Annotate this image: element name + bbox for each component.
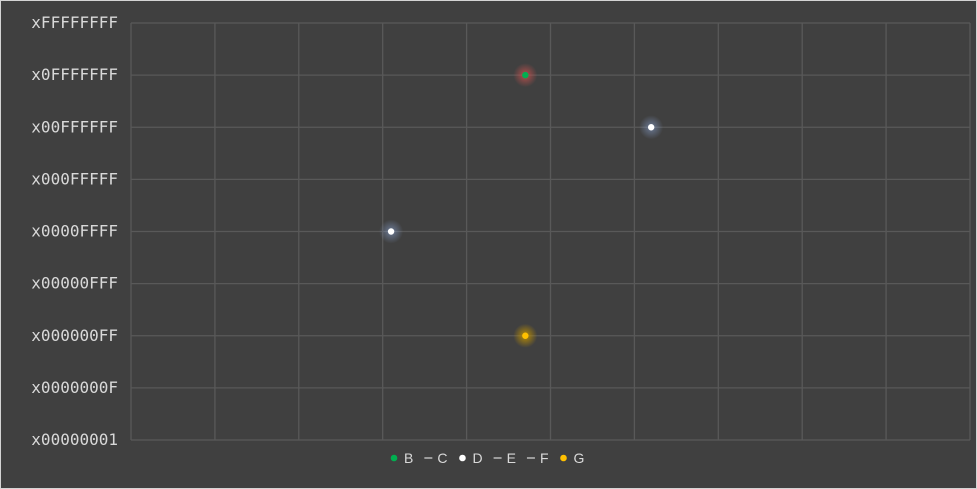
legend: B C D E F G	[390, 450, 584, 466]
data-point-d	[379, 219, 404, 244]
legend-item-e[interactable]: E	[493, 450, 516, 466]
legend-label: F	[540, 450, 549, 466]
data-point-g	[513, 323, 538, 348]
y-tick-label: x000000FF	[31, 326, 118, 345]
y-axis-tick-labels: x00000001 x0000000F x000000FF x00000FFF x000…	[31, 13, 118, 449]
data-point-d	[639, 115, 664, 140]
legend-marker-dot	[560, 454, 567, 462]
legend-label: G	[574, 450, 585, 466]
y-tick-label: x0000000F	[31, 378, 118, 397]
legend-item-g[interactable]: G	[560, 450, 584, 466]
point-marker	[647, 124, 655, 131]
legend-label: D	[472, 450, 482, 466]
legend-marker-dot	[390, 454, 398, 462]
y-tick-label: x0000FFFF	[31, 222, 118, 241]
legend-item-c[interactable]: C	[424, 450, 447, 466]
y-tick-label: x00FFFFFF	[31, 117, 118, 136]
legend-item-d[interactable]: D	[459, 450, 483, 466]
point-marker	[522, 71, 529, 79]
point-marker	[387, 228, 395, 235]
data-points	[379, 63, 664, 348]
grid	[130, 22, 971, 441]
legend-marker-dot	[459, 454, 466, 462]
y-tick-label: x00000FFF	[31, 274, 118, 293]
y-tick-label: x0FFFFFFF	[31, 65, 118, 84]
legend-label: C	[437, 450, 447, 466]
point-marker	[522, 332, 529, 339]
y-tick-label: x000FFFFF	[31, 169, 118, 188]
legend-item-f[interactable]: F	[526, 450, 549, 466]
y-tick-label: x00000001	[31, 430, 118, 449]
legend-item-b[interactable]: B	[390, 450, 414, 466]
legend-label: E	[507, 450, 516, 466]
legend-label: B	[404, 450, 413, 466]
y-tick-label: xFFFFFFFF	[31, 13, 118, 32]
data-point-b	[513, 63, 538, 88]
